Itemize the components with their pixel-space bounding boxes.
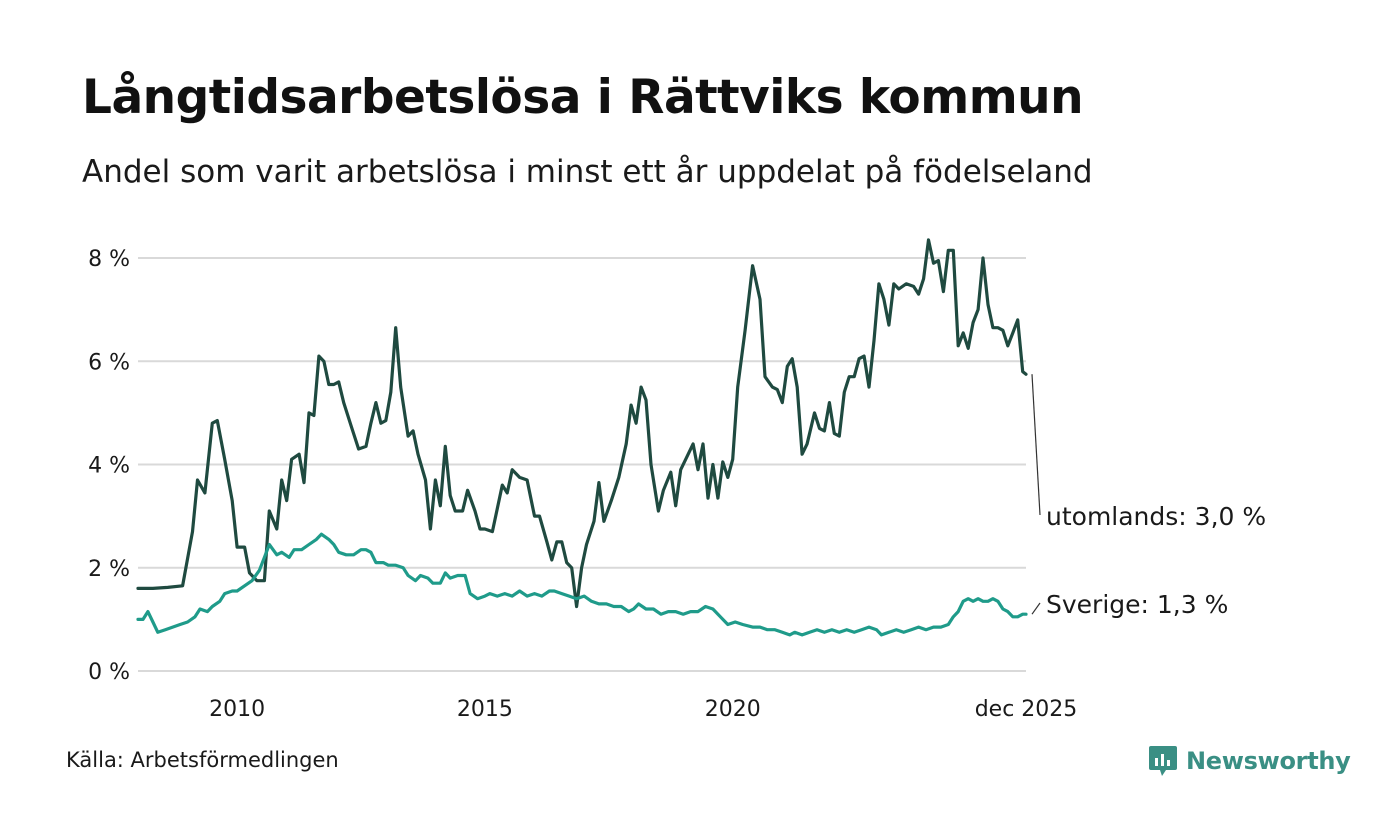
end-label-connector [1031,602,1041,615]
y-tick-label: 0 % [88,660,130,685]
chart-subtitle: Andel som varit arbetslösa i minst ett å… [82,154,1093,190]
chart-title: Långtidsarbetslösa i Rättviks kommun [82,70,1084,125]
series-line-utomlands [136,238,1028,609]
end-labels: utomlands: 3,0 % Sverige: 1,3 % [1031,374,1266,619]
source-note: Källa: Arbetsförmedlingen [66,748,339,772]
series-line-sverige [136,532,1028,637]
y-tick-label: 2 % [88,557,130,582]
brand-name: Newsworthy [1186,747,1351,775]
end-label-sverige: Sverige: 1,3 % [1046,590,1228,619]
brand-logo: Newsworthy [1148,744,1351,778]
y-axis-ticks: 0 % 2 % 4 % 6 % 8 % [88,247,130,685]
x-tick-label: 2015 [457,697,513,722]
gridlines [138,257,1026,672]
x-tick-label: 2010 [209,697,265,722]
y-tick-label: 4 % [88,454,130,479]
series-lines [136,238,1028,637]
x-axis-ticks: 2010 2015 2020 dec 2025 [209,697,1077,722]
x-tick-label: dec 2025 [975,697,1078,722]
y-tick-label: 8 % [88,247,130,272]
newsworthy-logo-icon [1149,746,1177,776]
y-tick-label: 6 % [88,350,130,375]
end-label-connector [1031,374,1041,516]
end-label-utomlands: utomlands: 3,0 % [1046,502,1266,531]
x-tick-label: 2020 [705,697,761,722]
